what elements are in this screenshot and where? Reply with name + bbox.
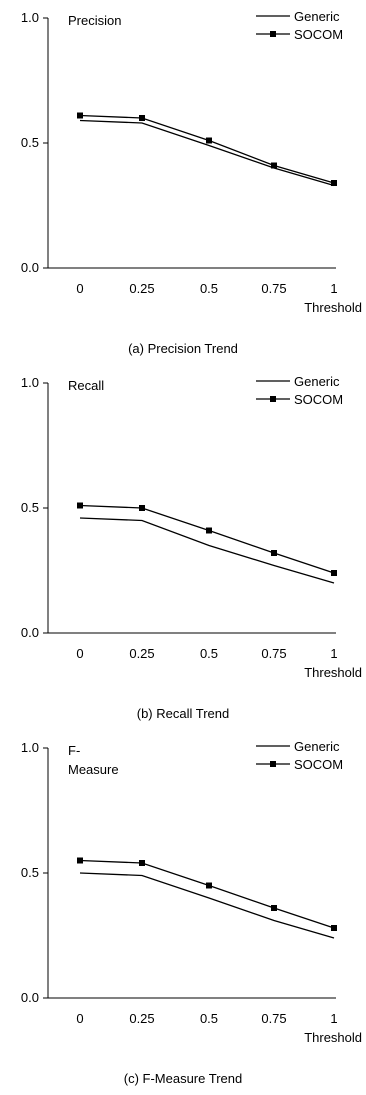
- caption: (c) F-Measure Trend: [124, 1071, 242, 1086]
- x-tick-label: 0.25: [129, 646, 154, 661]
- x-tick-label: 0: [76, 1011, 83, 1026]
- legend-label: SOCOM: [294, 757, 343, 772]
- data-point-socom: [206, 137, 212, 144]
- chart-title: F- Measure: [68, 743, 119, 777]
- x-tick-label: 0.75: [261, 1011, 286, 1026]
- legend-marker-socom: [270, 396, 276, 402]
- y-tick-label: 1.0: [21, 740, 39, 755]
- chart-title: Precision: [68, 13, 121, 28]
- y-tick-label: 0.5: [21, 865, 39, 880]
- chart-panel-0: 0.0 0.5 1.0 0 0.25 0.5 0.75 1 Threshold Precision…: [21, 9, 362, 356]
- series-line-generic: [79, 119, 335, 187]
- data-point-socom: [206, 527, 212, 534]
- x-tick-label: 0.25: [129, 1011, 154, 1026]
- series-line-socom: [79, 859, 335, 929]
- data-point-socom: [139, 505, 145, 511]
- data-point-socom: [139, 860, 145, 866]
- x-tick-label: 0: [76, 646, 83, 661]
- y-tick-label: 0.0: [21, 625, 39, 640]
- series-line-socom: [79, 504, 335, 574]
- x-axis-label: Threshold: [304, 1030, 362, 1045]
- caption: (b) Recall Trend: [137, 706, 229, 721]
- series-line-generic: [79, 517, 335, 584]
- x-axis-label: Threshold: [304, 665, 362, 680]
- x-tick-label: 1: [330, 281, 337, 296]
- legend-label: SOCOM: [294, 392, 343, 407]
- data-point-socom: [271, 550, 277, 556]
- data-point-socom: [271, 905, 277, 911]
- y-tick-label: 0.5: [21, 500, 39, 515]
- x-tick-label: 0.75: [261, 646, 286, 661]
- y-tick-label: 1.0: [21, 375, 39, 390]
- legend-label: Generic: [294, 9, 340, 24]
- caption: (a) Precision Trend: [128, 341, 238, 356]
- data-point-socom: [331, 180, 337, 186]
- data-point-socom: [139, 115, 145, 121]
- data-point-socom: [77, 112, 83, 119]
- y-tick-label: 1.0: [21, 10, 39, 25]
- x-tick-label: 0.25: [129, 281, 154, 296]
- data-point-socom: [206, 882, 212, 889]
- chart-title-line: Measure: [68, 762, 119, 777]
- chart-panel-1: 0.0 0.5 1.0 0 0.25 0.5 0.75 1 Threshold Recall Gen…: [21, 374, 362, 721]
- y-tick-label: 0.0: [21, 260, 39, 275]
- legend-marker-socom: [270, 761, 276, 767]
- x-tick-label: 1: [330, 646, 337, 661]
- x-tick-label: 1: [330, 1011, 337, 1026]
- legend-label: Generic: [294, 374, 340, 389]
- x-tick-label: 0.5: [200, 1011, 218, 1026]
- chart-title: Recall: [68, 378, 104, 393]
- y-tick-label: 0.5: [21, 135, 39, 150]
- x-tick-label: 0.75: [261, 281, 286, 296]
- series-line-generic: [79, 872, 335, 939]
- data-point-socom: [331, 570, 337, 576]
- chart-title-line: Recall: [68, 378, 104, 393]
- data-point-socom: [271, 162, 277, 169]
- y-tick-label: 0.0: [21, 990, 39, 1005]
- legend-label: Generic: [294, 739, 340, 754]
- data-point-socom: [77, 502, 83, 509]
- x-tick-label: 0: [76, 281, 83, 296]
- x-axis-label: Threshold: [304, 300, 362, 315]
- chart-title-line: Precision: [68, 13, 121, 28]
- x-tick-label: 0.5: [200, 281, 218, 296]
- legend-marker-socom: [270, 31, 276, 37]
- series-line-socom: [79, 114, 335, 184]
- data-point-socom: [331, 925, 337, 931]
- data-point-socom: [77, 857, 83, 864]
- chart-panel-2: 0.0 0.5 1.0 0 0.25 0.5 0.75 1 Threshold F- Measure…: [21, 739, 362, 1086]
- chart-title-line: F-: [68, 743, 80, 758]
- legend-label: SOCOM: [294, 27, 343, 42]
- x-tick-label: 0.5: [200, 646, 218, 661]
